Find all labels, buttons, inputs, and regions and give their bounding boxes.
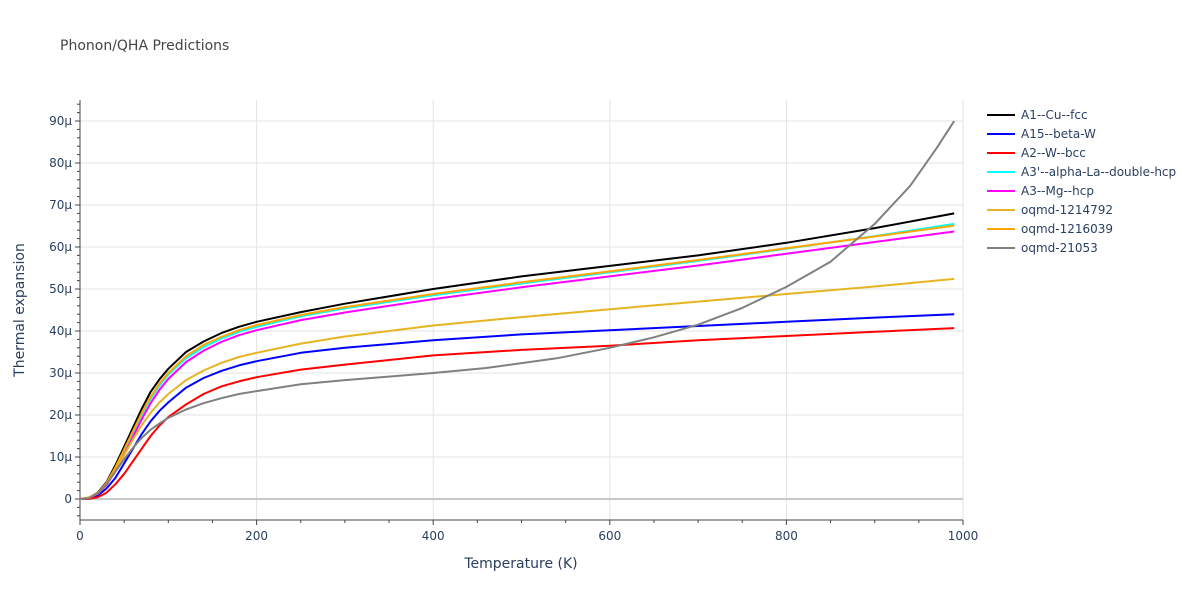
x-tick-label: 200 [245, 529, 268, 543]
legend-label: A1--Cu--fcc [1021, 108, 1088, 122]
legend-item[interactable]: A15--beta-W [987, 127, 1096, 141]
y-tick-label: 50μ [49, 282, 72, 296]
legend-label: oqmd-1216039 [1021, 222, 1113, 236]
legend[interactable]: A1--Cu--fcc A15--beta-W A2--W--bcc A3'--alp… [987, 108, 1176, 255]
legend-label: oqmd-21053 [1021, 241, 1098, 255]
series-layer [79, 120, 956, 500]
series-line [79, 212, 955, 500]
y-tick-label: 20μ [49, 408, 72, 422]
legend-item[interactable]: A2--W--bcc [987, 146, 1086, 160]
y-tick-label: 70μ [49, 198, 72, 212]
x-tick-label: 600 [598, 529, 621, 543]
y-tick-label: 40μ [49, 324, 72, 338]
legend-label: A3--Mg--hcp [1021, 184, 1094, 198]
legend-label: oqmd-1214792 [1021, 203, 1113, 217]
series-line [79, 230, 955, 500]
y-tick-label: 80μ [49, 156, 72, 170]
y-axis-title: Thermal expansion [12, 243, 28, 378]
x-tick-label: 1000 [948, 529, 979, 543]
y-tick-label: 0 [64, 492, 72, 506]
x-tick-label: 0 [76, 529, 84, 543]
series-line [79, 224, 955, 500]
legend-item[interactable]: oqmd-1216039 [987, 222, 1113, 236]
legend-item[interactable]: A1--Cu--fcc [987, 108, 1088, 122]
y-tick-label: 30μ [49, 366, 72, 380]
series-line [79, 277, 955, 500]
legend-item[interactable]: oqmd-21053 [987, 241, 1098, 255]
x-axis-title: Temperature (K) [463, 556, 577, 572]
legend-label: A3'--alpha-La--double-hcp [1021, 165, 1176, 179]
series-line [79, 327, 955, 500]
legend-item[interactable]: oqmd-1214792 [987, 203, 1113, 217]
y-tick-label: 90μ [49, 114, 72, 128]
y-tick-label: 60μ [49, 240, 72, 254]
series-line [79, 313, 955, 500]
x-tick-label: 800 [775, 529, 798, 543]
axis-layer: 0 10μ 20μ 30μ 40μ 50μ 60μ 70μ 80μ 90μ 0 200 400 600 80… [49, 100, 978, 543]
legend-label: A2--W--bcc [1021, 146, 1086, 160]
legend-label: A15--beta-W [1021, 127, 1096, 141]
legend-item[interactable]: A3'--alpha-La--double-hcp [987, 165, 1176, 179]
y-tick-label: 10μ [49, 450, 72, 464]
legend-item[interactable]: A3--Mg--hcp [987, 184, 1094, 198]
x-tick-label: 400 [422, 529, 445, 543]
series-line [79, 120, 956, 500]
grid-layer [80, 100, 964, 520]
chart-title: Phonon/QHA Predictions [60, 38, 229, 54]
